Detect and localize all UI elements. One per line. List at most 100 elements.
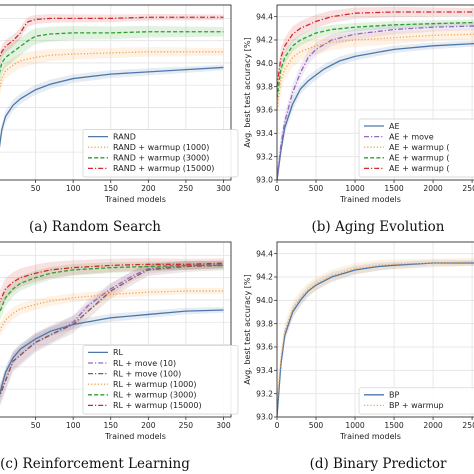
x-tick-label-aging-evolution: 1000 bbox=[345, 184, 364, 193]
x-axis-label-aging-evolution: Trained models bbox=[339, 195, 401, 204]
x-tick-label-random-search: 100 bbox=[66, 184, 81, 193]
legend-box-aging-evolution bbox=[358, 118, 474, 178]
y-tick-label-binary-predictor: 94.0 bbox=[256, 296, 273, 305]
y-axis-label-aging-evolution: Avg. best test accuracy [%] bbox=[243, 37, 252, 147]
x-tick-label-reinforcement-learning: 300 bbox=[216, 421, 231, 430]
legend-label-reinforcement-learning-0: RL bbox=[113, 348, 124, 357]
x-tick-label-binary-predictor: 1500 bbox=[384, 421, 403, 430]
y-tick-label-aging-evolution: 93.2 bbox=[256, 152, 273, 161]
legend-label-binary-predictor-1: BP + warmup bbox=[389, 401, 444, 410]
band-random-search-3 bbox=[0, 13, 224, 64]
x-tick-label-aging-evolution: 2500 bbox=[462, 184, 474, 193]
x-tick-label-reinforcement-learning: 100 bbox=[66, 421, 81, 430]
band-random-search-1 bbox=[0, 47, 224, 96]
band-reinforcement-learning-4 bbox=[0, 261, 224, 321]
y-tick-label-binary-predictor: 93.6 bbox=[256, 343, 273, 352]
panel-aging-evolution: 0 500 1000 1500 2000 2500 93.0 93.2 93.4 93.6 93.8… bbox=[243, 4, 474, 204]
x-tick-label-aging-evolution: 500 bbox=[309, 184, 324, 193]
legend-box-reinforcement-learning bbox=[82, 345, 239, 415]
axes-frame-random-search bbox=[0, 4, 232, 181]
series-line-reinforcement-learning-5 bbox=[0, 262, 224, 303]
series-line-aging-evolution-2 bbox=[277, 33, 474, 111]
x-tick-label-random-search: 250 bbox=[179, 184, 194, 193]
legend-label-binary-predictor-0: BP bbox=[389, 391, 399, 400]
legend-label-aging-evolution-3: AE + warmup ( bbox=[389, 154, 450, 163]
panel-random-search: 50 100 150 200 250 300 Trained models RAND RAND … bbox=[0, 4, 239, 204]
band-random-search-0 bbox=[0, 64, 224, 150]
legend-label-reinforcement-learning-2: RL + move (100) bbox=[113, 369, 181, 378]
axes-frame-binary-predictor bbox=[276, 241, 474, 418]
x-tick-label-reinforcement-learning: 50 bbox=[31, 421, 41, 430]
panel-reinforcement-learning: 50 100 150 200 250 300 Trained models RL RL + mo… bbox=[0, 241, 239, 441]
y-tick-label-aging-evolution: 93.4 bbox=[256, 129, 273, 138]
legend-label-aging-evolution-2: AE + warmup ( bbox=[389, 143, 450, 152]
y-tick-label-binary-predictor: 94.4 bbox=[256, 249, 273, 258]
legend-label-reinforcement-learning-4: RL + warmup (3000) bbox=[113, 391, 196, 400]
x-axis-label-reinforcement-learning: Trained models bbox=[104, 432, 166, 441]
series-line-random-search-0 bbox=[0, 66, 224, 148]
y-axis-label-binary-predictor: Avg. best test accuracy [%] bbox=[243, 274, 252, 384]
y-tick-label-aging-evolution: 93.6 bbox=[256, 106, 273, 115]
series-line-aging-evolution-0 bbox=[277, 42, 474, 180]
legend-box-random-search bbox=[82, 129, 239, 178]
series-line-random-search-1 bbox=[0, 51, 224, 91]
series-line-random-search-3 bbox=[0, 16, 224, 60]
x-tick-label-binary-predictor: 500 bbox=[309, 421, 324, 430]
series-line-aging-evolution-1 bbox=[277, 25, 474, 180]
legend-random-search: RAND RAND + warmup (1000) RAND + warmup (3… bbox=[82, 129, 239, 178]
legend-box-binary-predictor bbox=[358, 387, 474, 415]
band-random-search-2 bbox=[0, 25, 224, 82]
x-tick-label-random-search: 300 bbox=[216, 184, 231, 193]
legend-label-reinforcement-learning-3: RL + warmup (1000) bbox=[113, 380, 196, 389]
x-tick-label-binary-predictor: 0 bbox=[275, 421, 280, 430]
caption-reinforcement-learning: (c) Reinforcement Learning bbox=[0, 456, 190, 472]
series-line-reinforcement-learning-0 bbox=[0, 309, 224, 396]
legend-label-random-search-1: RAND + warmup (1000) bbox=[113, 143, 209, 152]
x-tick-label-binary-predictor: 1000 bbox=[345, 421, 364, 430]
legend-label-random-search-2: RAND + warmup (3000) bbox=[113, 154, 209, 163]
x-tick-label-aging-evolution: 2000 bbox=[423, 184, 442, 193]
y-tick-label-binary-predictor: 93.0 bbox=[256, 413, 273, 422]
series-line-reinforcement-learning-4 bbox=[0, 264, 224, 314]
grid-random-search bbox=[0, 5, 231, 180]
band-aging-evolution-2 bbox=[277, 29, 474, 122]
series-line-random-search-2 bbox=[0, 31, 224, 74]
y-tick-label-aging-evolution: 94.0 bbox=[256, 59, 273, 68]
legend-label-aging-evolution-4: AE + warmup ( bbox=[389, 164, 450, 173]
panel-binary-predictor: 0 500 1000 1500 2000 2500 93.0 93.2 93.4 93.6 93.8… bbox=[243, 241, 474, 441]
legend-label-reinforcement-learning-5: RL + warmup (15000) bbox=[113, 401, 202, 410]
y-tick-label-aging-evolution: 93.0 bbox=[256, 176, 273, 185]
grid-binary-predictor bbox=[277, 242, 474, 417]
x-tick-label-binary-predictor: 2500 bbox=[462, 421, 474, 430]
x-axis-label-binary-predictor: Trained models bbox=[339, 432, 401, 441]
x-tick-label-aging-evolution: 0 bbox=[275, 184, 280, 193]
caption-binary-predictor: (d) Binary Predictor bbox=[310, 456, 447, 472]
axes-frame-aging-evolution bbox=[276, 4, 474, 181]
legend-reinforcement-learning: RL RL + move (10)RL + move (100) RL + warm… bbox=[82, 345, 239, 415]
legend-label-random-search-0: RAND bbox=[113, 132, 136, 141]
y-tick-label-binary-predictor: 93.4 bbox=[256, 366, 273, 375]
x-tick-label-aging-evolution: 1500 bbox=[384, 184, 403, 193]
band-reinforcement-learning-1 bbox=[0, 260, 224, 404]
x-tick-label-reinforcement-learning: 250 bbox=[179, 421, 194, 430]
caption-aging-evolution: (b) Aging Evolution bbox=[312, 219, 445, 235]
y-tick-label-aging-evolution: 93.8 bbox=[256, 82, 273, 91]
x-tick-label-reinforcement-learning: 150 bbox=[103, 421, 118, 430]
y-tick-label-binary-predictor: 94.2 bbox=[256, 273, 273, 282]
y-tick-label-aging-evolution: 94.2 bbox=[256, 36, 273, 45]
x-tick-label-random-search: 150 bbox=[103, 184, 118, 193]
x-tick-label-random-search: 200 bbox=[141, 184, 156, 193]
band-reinforcement-learning-5 bbox=[0, 258, 224, 313]
y-tick-label-binary-predictor: 93.2 bbox=[256, 389, 273, 398]
x-tick-label-reinforcement-learning: 200 bbox=[141, 421, 156, 430]
legend-label-reinforcement-learning-1: RL + move (10) bbox=[113, 359, 176, 368]
series-line-aging-evolution-4 bbox=[277, 11, 474, 87]
series-line-aging-evolution-3 bbox=[277, 21, 474, 99]
x-axis-label-random-search: Trained models bbox=[104, 195, 166, 204]
axes-frame-reinforcement-learning bbox=[0, 241, 232, 418]
band-aging-evolution-4 bbox=[277, 6, 474, 96]
y-tick-label-aging-evolution: 94.4 bbox=[256, 12, 273, 21]
series-line-reinforcement-learning-2 bbox=[0, 264, 224, 397]
